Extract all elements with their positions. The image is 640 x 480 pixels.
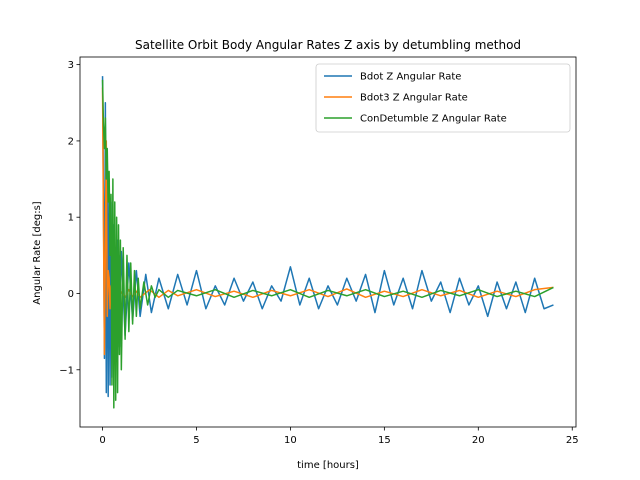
y-tick-label: 3 [68, 60, 74, 71]
y-axis-label: Angular Rate [deg:s] [32, 201, 43, 304]
legend-label-0: Bdot Z Angular Rate [360, 72, 461, 83]
x-tick-label: 0 [99, 435, 105, 446]
legend: Bdot Z Angular Rate Bdot3 Z Angular Rate C… [315, 63, 571, 133]
axes-frame [79, 56, 577, 428]
plot-area [101, 76, 554, 409]
chart-title: Satellite Orbit Body Angular Rates Z axi… [135, 38, 521, 52]
axes: 0 5 10 15 20 25 −1 0 1 2 3 [59, 56, 579, 446]
x-tick-label: 25 [566, 435, 579, 446]
x-tick-label: 20 [472, 435, 485, 446]
legend-box [315, 63, 571, 133]
y-tick-label: 1 [68, 213, 74, 224]
x-tick-label: 5 [193, 435, 199, 446]
x-tick-label: 10 [284, 435, 297, 446]
legend-label-1: Bdot3 Z Angular Rate [360, 93, 468, 104]
y-tick-label: 0 [68, 289, 74, 300]
x-axis-label: time [hours] [297, 460, 359, 471]
series-line-2 [101, 79, 554, 409]
y-tick-label: −1 [59, 365, 74, 376]
legend-label-2: ConDetumble Z Angular Rate [360, 114, 507, 125]
x-tick-label: 15 [378, 435, 391, 446]
series-line-1 [101, 87, 554, 356]
y-tick-label: 2 [68, 136, 74, 147]
